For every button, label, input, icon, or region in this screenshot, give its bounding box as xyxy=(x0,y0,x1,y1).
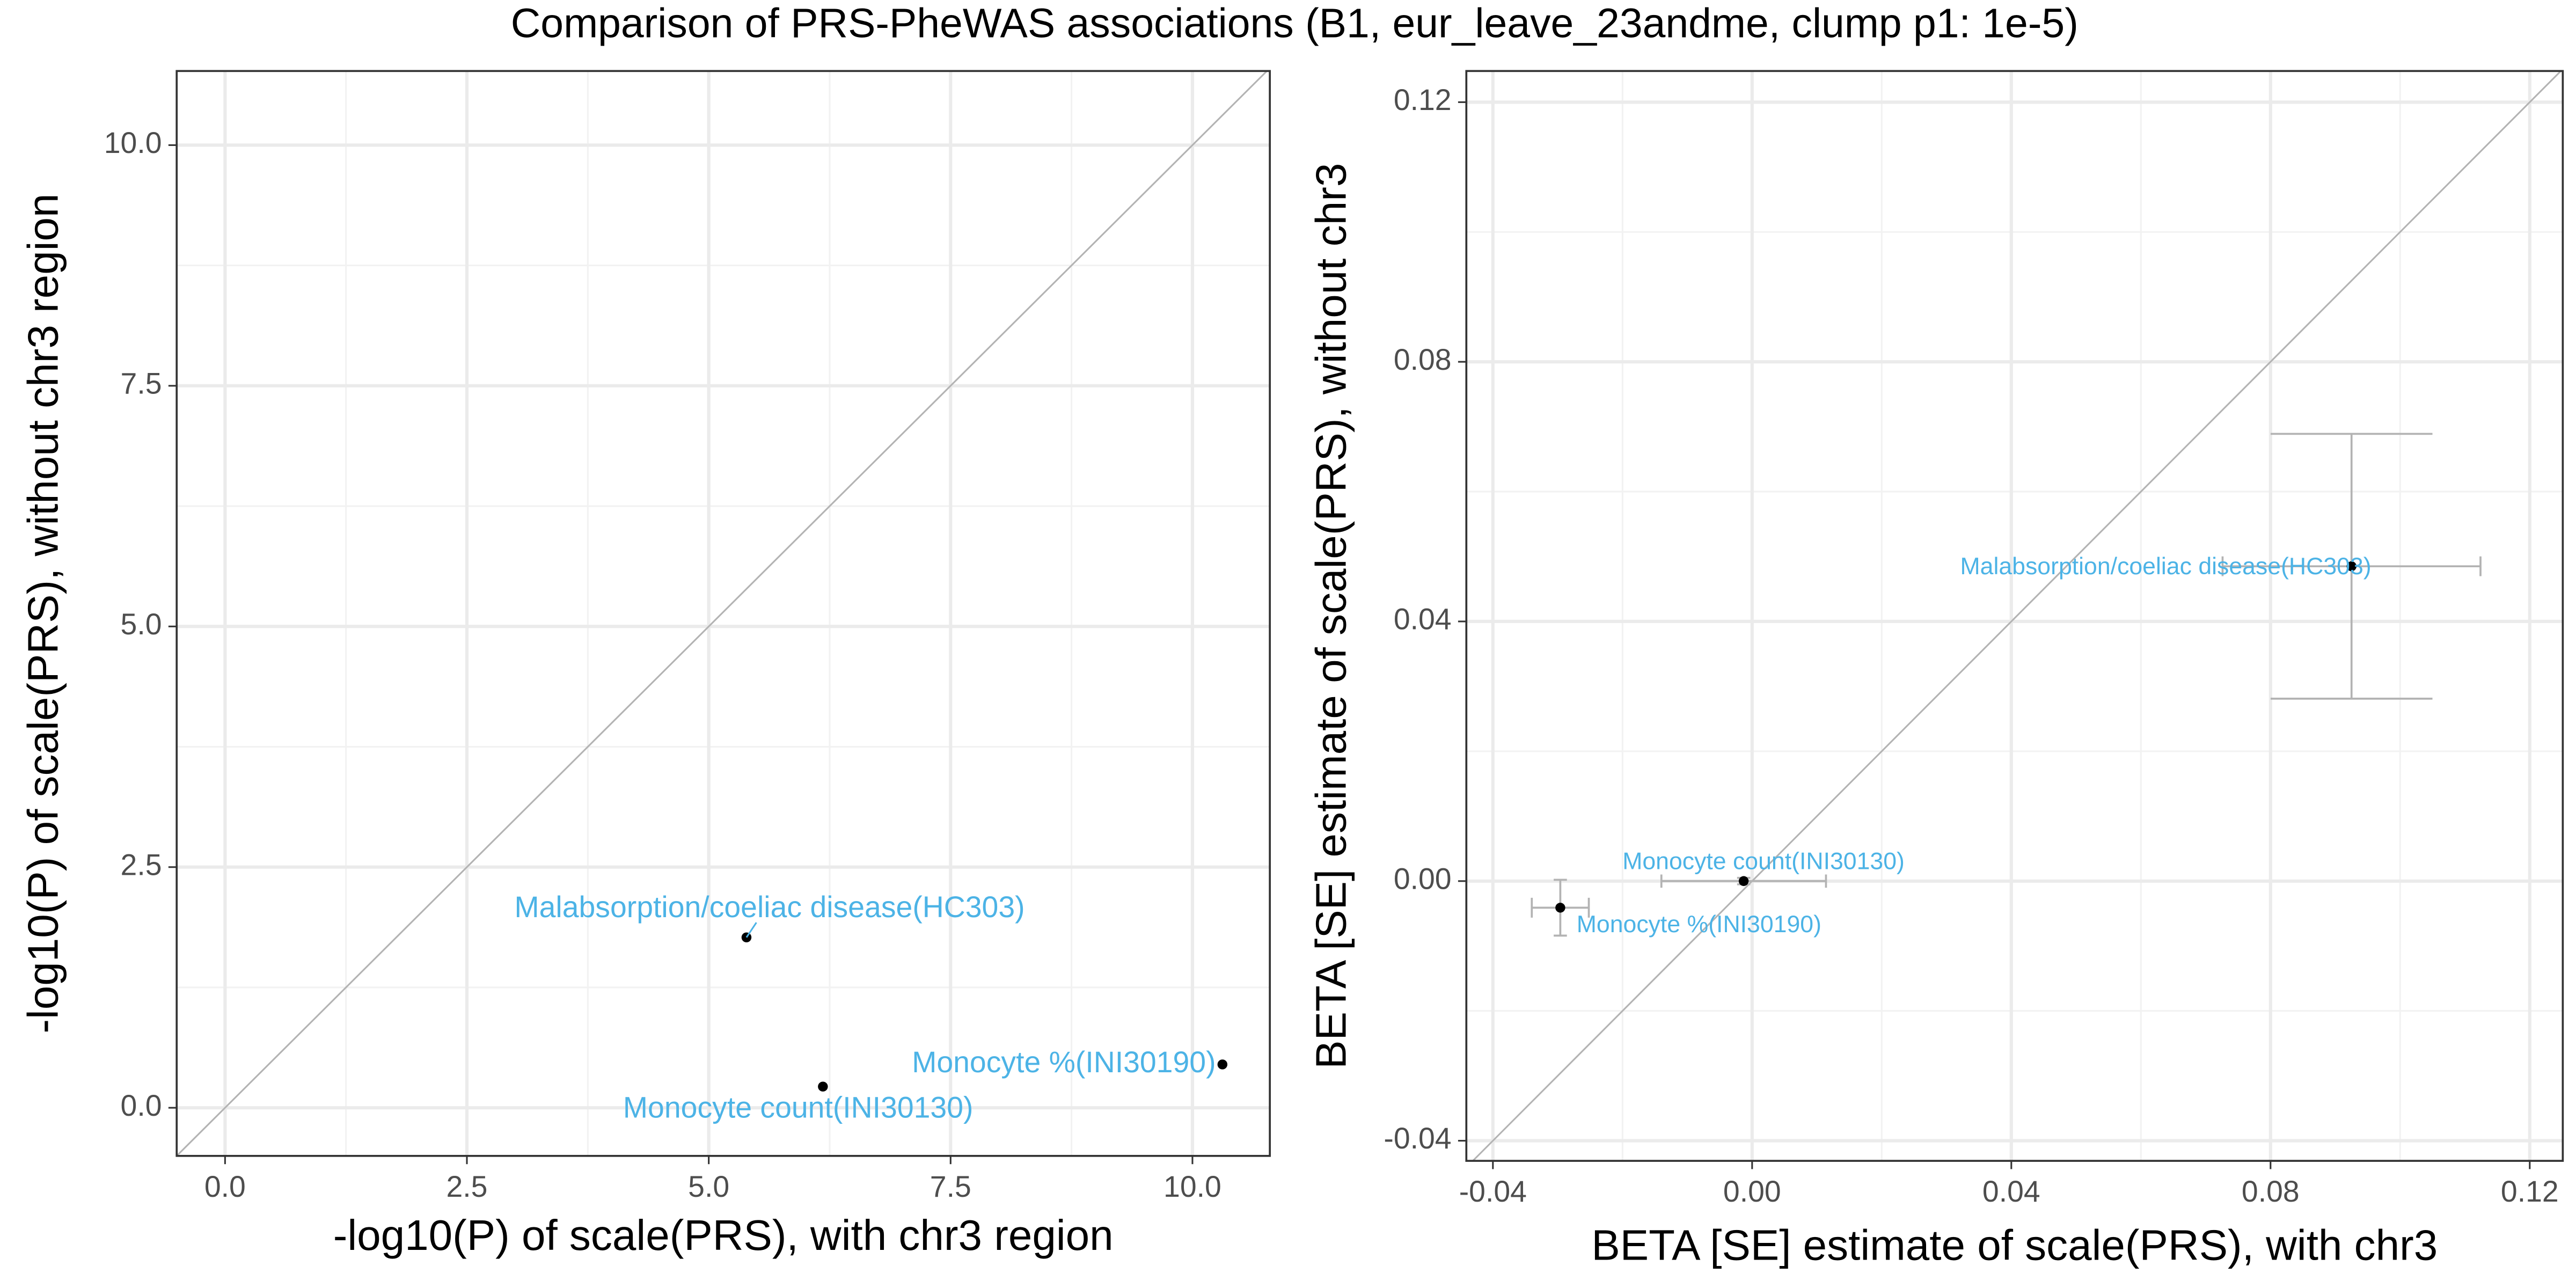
point-label: Monocyte count(INI30130) xyxy=(1622,848,1905,875)
x-tick-label: 0.0 xyxy=(204,1170,246,1203)
point xyxy=(818,1081,828,1092)
identity-line xyxy=(1472,71,2562,1161)
data-layer xyxy=(177,71,1268,1156)
panel: 0.0 2.5 5.0 7.5 10.0 0.0 2.5 5.0 7.5 10.0 Malabsor… xyxy=(19,70,1271,1259)
x-tick-label: 0.12 xyxy=(2501,1175,2559,1208)
y-tick-label: 0.04 xyxy=(1394,603,1452,636)
point-label: Monocyte %(INI30190) xyxy=(912,1045,1216,1079)
point xyxy=(741,932,752,942)
point-label: Monocyte count(INI30130) xyxy=(623,1091,974,1124)
y-tick-label: 2.5 xyxy=(121,848,162,881)
grid xyxy=(1466,71,2563,1161)
point-label: Malabsorption/coeliac disease(HC303) xyxy=(514,890,1024,924)
figure-title: Comparison of PRS-PheWAS associations (B… xyxy=(511,1,2079,47)
y-tick-label: -0.04 xyxy=(1384,1122,1451,1155)
y-tick-label: 0.0 xyxy=(121,1089,162,1122)
y-tick-label: 0.08 xyxy=(1394,343,1452,376)
x-tick-label: -0.04 xyxy=(1459,1175,1527,1208)
x-tick-label: 0.08 xyxy=(2242,1175,2300,1208)
y-axis-title: BETA [SE] estimate of scale(PRS), withou… xyxy=(1307,163,1355,1069)
y-tick-label: 10.0 xyxy=(104,126,162,159)
panel: -0.04 0.00 0.04 0.08 0.12 -0.04 0.00 0.04 0.08 0.… xyxy=(1307,70,2564,1269)
x-axis-title: -log10(P) of scale(PRS), with chr3 regio… xyxy=(333,1211,1114,1259)
plot-border xyxy=(1465,70,2564,1162)
plot-border xyxy=(175,70,1271,1157)
point xyxy=(1555,903,1565,913)
point xyxy=(2346,561,2357,572)
point xyxy=(1738,876,1749,887)
point-label: Monocyte %(INI30190) xyxy=(1577,911,1821,938)
x-axis-title: BETA [SE] estimate of scale(PRS), with c… xyxy=(1591,1221,2438,1269)
data-layer xyxy=(1472,71,2562,1161)
y-tick-label: 0.00 xyxy=(1394,862,1452,895)
grid xyxy=(177,71,1270,1156)
y-tick-label: 0.12 xyxy=(1394,83,1452,116)
point xyxy=(1217,1059,1228,1070)
x-tick-label: 5.0 xyxy=(688,1170,729,1203)
label-leader xyxy=(745,922,757,938)
x-tick-label: 2.5 xyxy=(447,1170,488,1203)
y-tick-label: 5.0 xyxy=(121,608,162,641)
y-axis-title: -log10(P) of scale(PRS), without chr3 re… xyxy=(19,194,67,1034)
x-tick-label: 0.04 xyxy=(1982,1175,2040,1208)
identity-line xyxy=(177,71,1268,1156)
y-tick-label: 7.5 xyxy=(121,367,162,400)
x-tick-label: 0.00 xyxy=(1723,1175,1781,1208)
x-tick-label: 7.5 xyxy=(930,1170,971,1203)
x-tick-label: 10.0 xyxy=(1163,1170,1221,1203)
point-label: Malabsorption/coeliac disease(HC303) xyxy=(1960,553,2371,580)
